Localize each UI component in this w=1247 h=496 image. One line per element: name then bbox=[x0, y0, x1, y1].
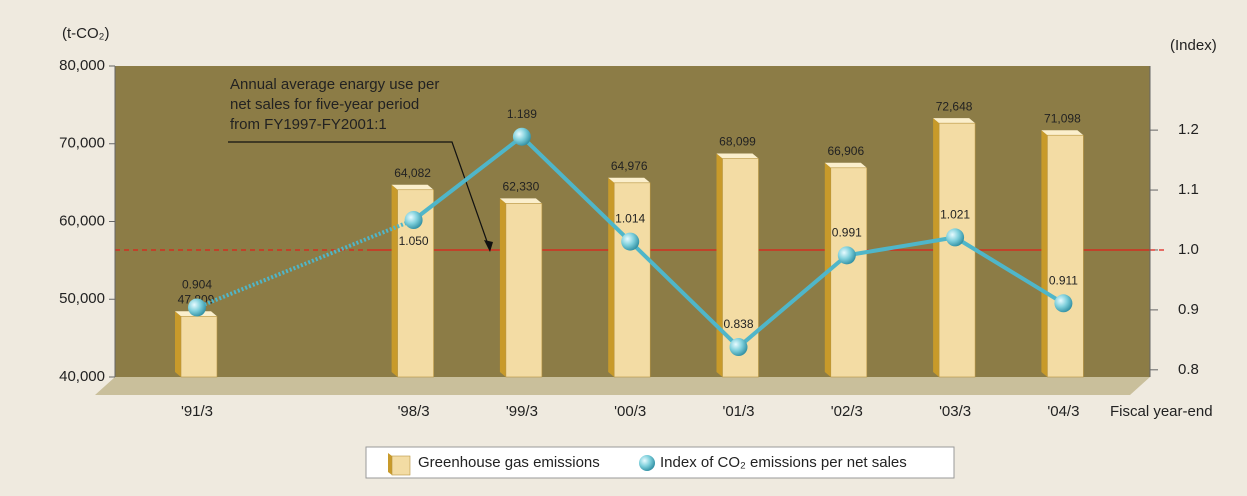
y-tick-label: 80,000 bbox=[59, 57, 105, 74]
line-value-label: 1.189 bbox=[507, 107, 537, 121]
line-marker bbox=[729, 338, 748, 357]
y-tick-label: 70,000 bbox=[59, 135, 105, 152]
bar-top bbox=[933, 118, 976, 124]
line-marker bbox=[837, 246, 856, 265]
line-value-label: 0.991 bbox=[832, 226, 862, 240]
bar-side bbox=[175, 311, 181, 377]
legend-swatch bbox=[391, 455, 411, 476]
bar-side bbox=[391, 184, 398, 377]
annotation-arrowhead bbox=[484, 240, 493, 252]
bar-top bbox=[716, 153, 759, 159]
line-marker bbox=[404, 211, 423, 230]
line-value-label: 1.050 bbox=[399, 234, 429, 248]
bar bbox=[613, 182, 651, 378]
bar-side bbox=[499, 198, 506, 377]
legend-swatch bbox=[639, 455, 655, 471]
legend-label: Index of CO₂ emissions per net sales bbox=[660, 454, 907, 471]
line-value-label: 0.911 bbox=[1049, 273, 1078, 287]
x-tick-label: '00/3 bbox=[614, 403, 646, 420]
legend-swatch-side bbox=[388, 453, 392, 475]
x-tick-label: '02/3 bbox=[831, 403, 863, 420]
bar bbox=[1047, 134, 1084, 378]
bar-value-label: 64,976 bbox=[611, 159, 648, 173]
bar-top bbox=[824, 162, 867, 168]
x-axis-label: Fiscal year-end bbox=[1110, 403, 1213, 420]
x-tick-label: '04/3 bbox=[1047, 403, 1079, 420]
bar bbox=[938, 122, 976, 378]
bar-value-label: 62,330 bbox=[503, 180, 540, 194]
line-marker bbox=[946, 228, 965, 247]
line-marker bbox=[1054, 294, 1073, 313]
line-value-label: 0.904 bbox=[182, 278, 212, 292]
line-gap-bridge bbox=[196, 218, 415, 310]
line-value-label: 1.014 bbox=[615, 212, 645, 226]
y2-tick-label: 0.9 bbox=[1178, 301, 1199, 318]
y2-tick-label: 1.2 bbox=[1178, 121, 1199, 138]
bar-top bbox=[1041, 130, 1084, 136]
legend bbox=[365, 446, 955, 479]
annotation: from FY1997-FY2001:1 bbox=[230, 116, 387, 133]
bar-value-label: 72,648 bbox=[936, 99, 973, 113]
bar-value-label: 66,906 bbox=[827, 144, 864, 158]
bar-top bbox=[391, 184, 434, 190]
y-tick-label: 50,000 bbox=[59, 290, 105, 307]
line-marker bbox=[512, 127, 531, 146]
bar-side bbox=[716, 153, 723, 377]
y-tick-label: 60,000 bbox=[59, 212, 105, 229]
line-marker bbox=[621, 232, 640, 251]
line-marker bbox=[188, 298, 206, 317]
bar-side bbox=[933, 118, 940, 377]
bar-top bbox=[608, 177, 651, 183]
x-tick-label: '91/3 bbox=[181, 403, 213, 420]
x-tick-label: '99/3 bbox=[506, 403, 538, 420]
y2-tick-label: 1.1 bbox=[1178, 181, 1199, 198]
annotation-arrow bbox=[228, 141, 491, 251]
floor bbox=[95, 377, 1150, 395]
y2-tick-label: 1.0 bbox=[1178, 241, 1199, 258]
x-tick-label: '01/3 bbox=[722, 403, 754, 420]
annotation: Annual average enargy use per bbox=[230, 76, 439, 93]
bar-value-label: 71,098 bbox=[1044, 111, 1081, 125]
bar-side bbox=[1041, 130, 1048, 377]
y-axis-label: (t-CO₂) bbox=[62, 25, 109, 42]
bar-side bbox=[608, 177, 615, 377]
annotation: net sales for five-year period bbox=[230, 96, 419, 113]
bar-value-label: 64,082 bbox=[394, 166, 431, 180]
x-tick-label: '03/3 bbox=[939, 403, 971, 420]
bar-value-label: 68,099 bbox=[719, 135, 756, 149]
line-value-label: 1.021 bbox=[940, 208, 970, 222]
bar bbox=[505, 203, 543, 378]
y2-axis-label: (Index) bbox=[1170, 37, 1217, 54]
bar bbox=[180, 315, 218, 378]
y2-tick-label: 0.8 bbox=[1178, 361, 1199, 378]
legend-label: Greenhouse gas emissions bbox=[418, 454, 600, 471]
y-tick-label: 40,000 bbox=[59, 368, 105, 385]
bar bbox=[830, 167, 868, 378]
bar-top bbox=[499, 198, 542, 204]
x-tick-label: '98/3 bbox=[398, 403, 430, 420]
line-value-label: 0.838 bbox=[723, 317, 753, 331]
